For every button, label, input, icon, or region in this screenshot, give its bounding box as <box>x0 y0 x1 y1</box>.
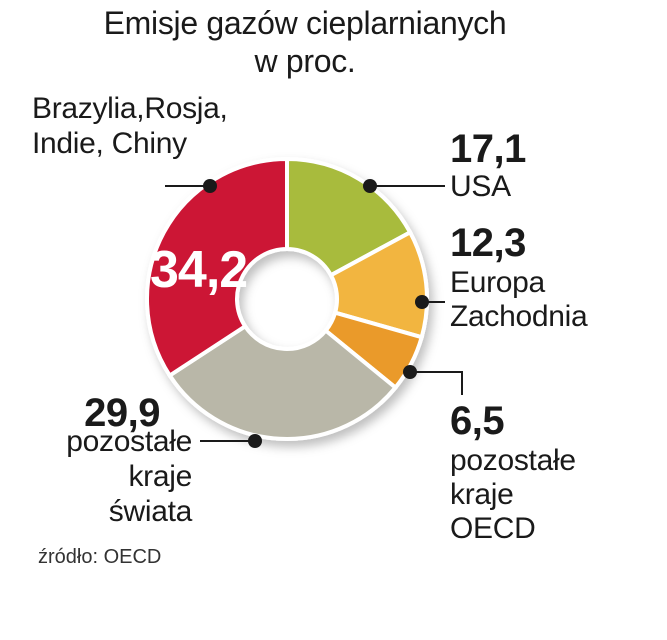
chart-title-line2: w proc. <box>254 43 356 79</box>
leader-line-oecd <box>410 371 463 395</box>
bric-label-line2: Indie, Chiny <box>32 127 187 160</box>
oecd-label-line2: kraje <box>450 478 514 511</box>
world-value: 29,9 <box>84 391 160 435</box>
donut-slice-3 <box>166 323 399 441</box>
usa-value: 17,1 <box>450 127 526 171</box>
usa-label: USA <box>450 170 511 203</box>
europe-label-line1: Europa <box>450 266 545 299</box>
oecd-label-line1: pozostałe <box>450 444 576 477</box>
source-note: źródło: OECD <box>38 546 162 568</box>
leader-dot-usa <box>363 179 377 193</box>
oecd-label-line3: OECD <box>450 512 536 545</box>
donut-slice-4 <box>145 156 289 379</box>
bric-label-line1: Brazylia,Rosja, <box>32 92 228 125</box>
world-label-line2: kraje <box>128 460 192 493</box>
world-label-line3: świata <box>108 495 193 528</box>
europe-label-line2: Zachodnia <box>450 300 588 333</box>
leader-dot-world <box>248 434 262 448</box>
leader-dot-bric <box>203 179 217 193</box>
world-label-line1: pozostałe <box>66 425 192 458</box>
oecd-value: 6,5 <box>450 399 505 443</box>
europe-value: 12,3 <box>450 221 526 265</box>
chart-title-line1: Emisje gazów cieplarnianych <box>103 5 507 41</box>
leader-dot-europe <box>415 295 429 309</box>
bric-slice-value: 34,2 <box>150 241 248 299</box>
donut-slice-0 <box>285 156 413 278</box>
leader-dot-oecd <box>403 365 417 379</box>
